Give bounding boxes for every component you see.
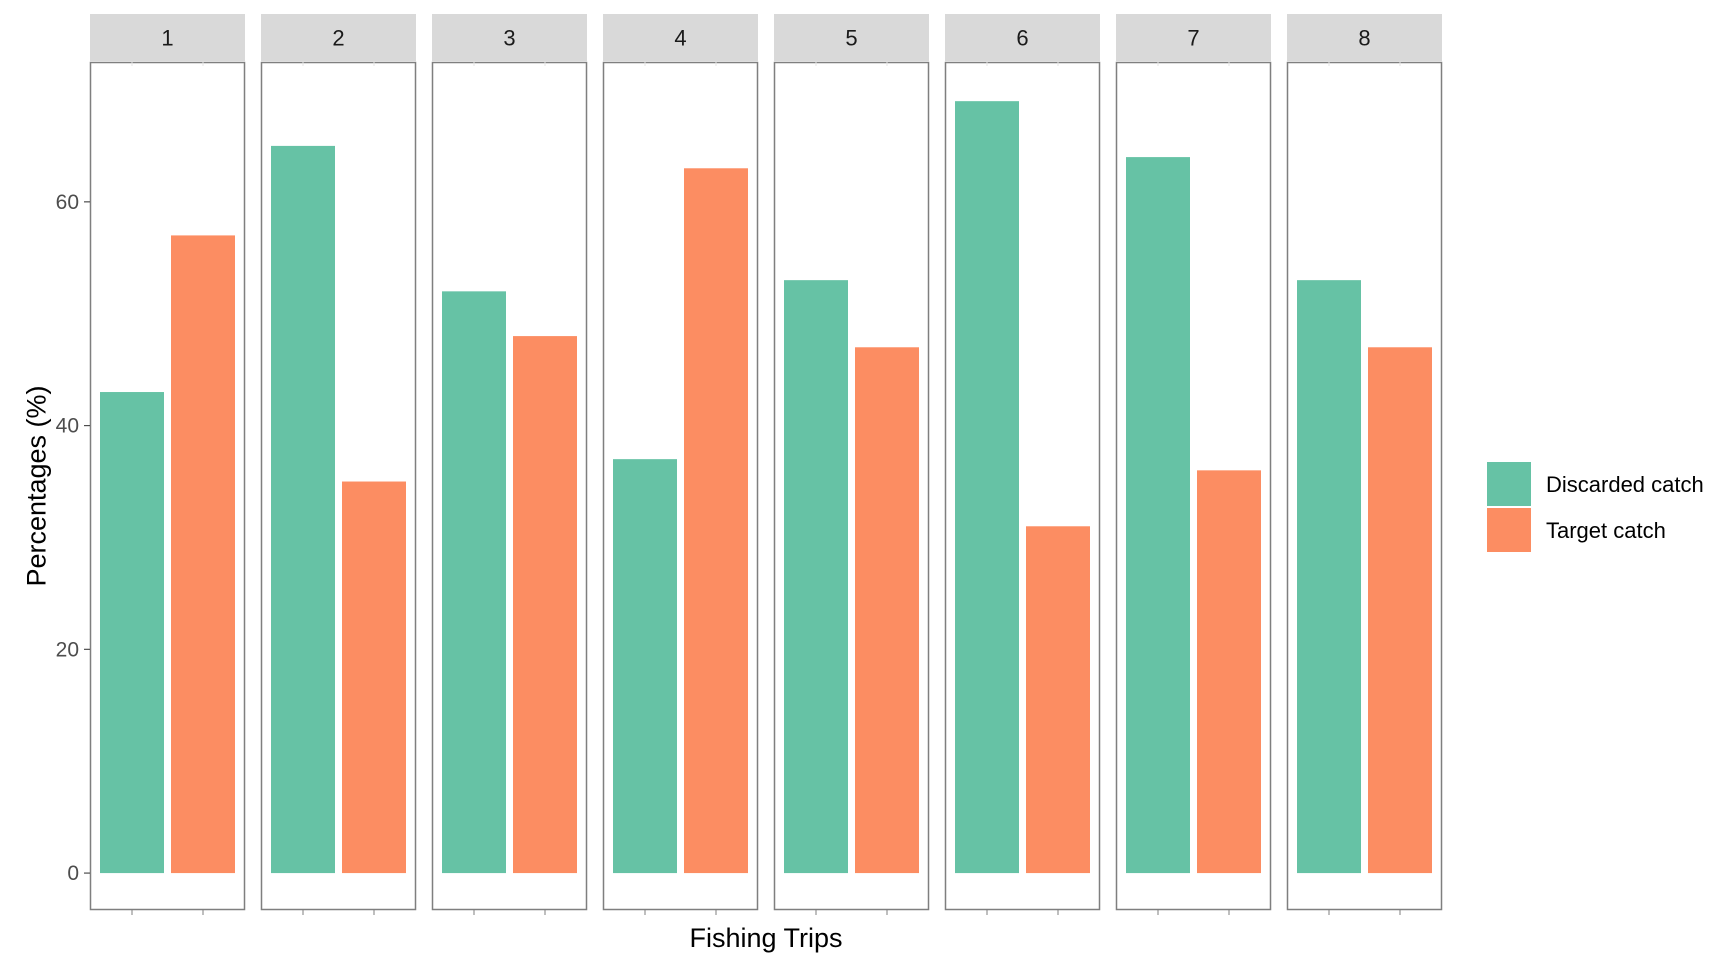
facet-label: 2	[332, 26, 344, 51]
bar-target-trip-4	[684, 168, 748, 874]
facet-strip	[945, 14, 1100, 61]
facet-label: 6	[1016, 26, 1028, 51]
facet-label: 7	[1187, 26, 1199, 51]
y-tick-label: 60	[56, 191, 79, 214]
panel-border	[1115, 61, 1272, 911]
panel-border	[773, 61, 930, 911]
y-tick-label: 40	[56, 415, 79, 438]
facet-label: 3	[503, 26, 515, 51]
y-axis-title: Percentages (%)	[21, 385, 51, 586]
facet-panel-1: 1	[89, 14, 246, 915]
bar-target-trip-8	[1368, 347, 1432, 874]
panel-border	[1286, 61, 1443, 911]
bar-discarded-trip-3	[442, 291, 506, 874]
bar-target-trip-3	[513, 336, 577, 874]
panel-border	[602, 61, 759, 911]
legend-key-discarded	[1487, 462, 1531, 506]
panel-border	[944, 61, 1101, 911]
facet-label: 4	[674, 26, 686, 51]
facet-panel-4: 4	[602, 14, 759, 915]
bar-discarded-trip-2	[271, 145, 335, 874]
facet-label: 5	[845, 26, 857, 51]
bar-discarded-trip-7	[1126, 157, 1190, 874]
panel-border	[260, 61, 417, 911]
panel-border	[89, 61, 246, 911]
legend: Discarded catch Target catch	[1487, 462, 1704, 552]
facet-strip	[1287, 14, 1442, 61]
bar-discarded-trip-5	[784, 280, 848, 874]
x-axis-title: Fishing Trips	[689, 923, 842, 953]
facet-panels: 1 2 3 4 5 6 7 8	[89, 14, 1443, 915]
facet-strip	[603, 14, 758, 61]
facet-strip	[1116, 14, 1271, 61]
bar-target-trip-5	[855, 347, 919, 874]
facet-panel-5: 5	[773, 14, 930, 915]
facet-panel-6: 6	[944, 14, 1101, 915]
facet-label: 8	[1358, 26, 1370, 51]
bar-target-trip-6	[1026, 526, 1090, 874]
legend-key-target	[1487, 508, 1531, 552]
bar-discarded-trip-1	[100, 392, 164, 874]
facet-strip	[432, 14, 587, 61]
facet-panel-3: 3	[431, 14, 588, 915]
y-tick-label: 20	[56, 638, 79, 661]
bar-target-trip-1	[171, 235, 235, 874]
facet-panel-7: 7	[1115, 14, 1272, 915]
panel-border	[431, 61, 588, 911]
facet-panel-8: 8	[1286, 14, 1443, 915]
bar-discarded-trip-4	[613, 459, 677, 874]
facet-strip	[90, 14, 245, 61]
bar-discarded-trip-8	[1297, 280, 1361, 874]
y-axis: 0 20 40 60	[56, 191, 90, 885]
facet-strip	[261, 14, 416, 61]
bar-target-trip-2	[342, 481, 406, 874]
facet-strip	[774, 14, 929, 61]
facet-panel-2: 2	[260, 14, 417, 915]
legend-label-target: Target catch	[1546, 518, 1666, 543]
y-tick-label: 0	[67, 862, 79, 885]
legend-label-discarded: Discarded catch	[1546, 472, 1704, 497]
bar-discarded-trip-6	[955, 101, 1019, 874]
bar-target-trip-7	[1197, 470, 1261, 874]
facet-label: 1	[161, 26, 173, 51]
